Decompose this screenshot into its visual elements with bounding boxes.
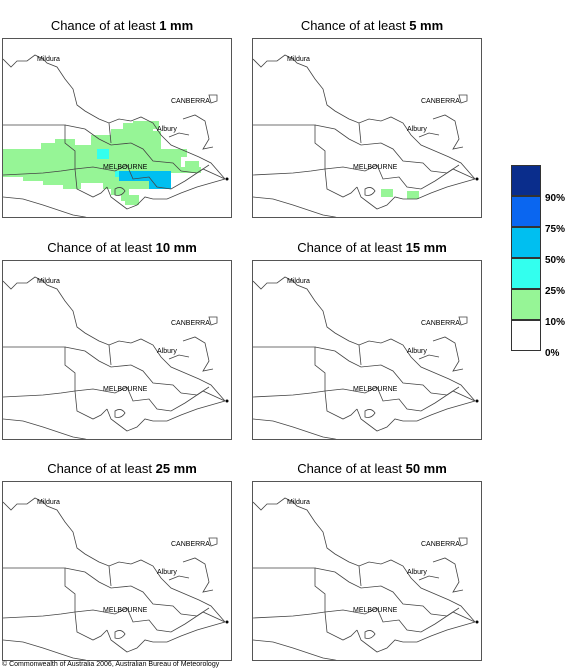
- panel-title: Chance of at least 50 mm: [297, 461, 447, 476]
- label-melbourne: MELBOURNE: [353, 607, 398, 614]
- probability-overlay: [3, 121, 201, 205]
- panel-title: Chance of at least 5 mm: [300, 18, 444, 33]
- label-albury: Albury: [407, 348, 427, 355]
- legend-swatch-90: [511, 165, 541, 196]
- boundaries: [3, 54, 226, 217]
- map: Mildura CANBERRA Albury MELBOURNE: [3, 497, 229, 660]
- boundaries: [3, 276, 226, 439]
- map-frame: Mildura CANBERRA Albury MELBOURNE: [2, 481, 232, 661]
- label-canberra: CANBERRA: [421, 320, 460, 327]
- boundaries: [253, 276, 476, 439]
- map-frame: Mildura CANBERRA Albury MELBOURNE: [252, 38, 482, 218]
- point-marker: [225, 620, 229, 624]
- panel-title: Chance of at least 10 mm: [47, 240, 197, 255]
- map: Mildura CANBERRA Albury MELBOURNE: [3, 276, 229, 439]
- point-marker: [225, 177, 229, 181]
- map: Mildura CANBERRA Albury MELBOURNE: [253, 276, 479, 439]
- label-melbourne: MELBOURNE: [353, 386, 398, 393]
- map-frame: Mildura CANBERRA Albury MELBOURNE: [2, 38, 232, 218]
- label-melbourne: MELBOURNE: [353, 164, 398, 171]
- boundaries: [253, 54, 476, 217]
- label-melbourne: MELBOURNE: [103, 164, 148, 171]
- label-canberra: CANBERRA: [421, 541, 460, 548]
- map-frame: Mildura CANBERRA Albury MELBOURNE: [252, 481, 482, 661]
- legend-label-25: 25%: [545, 286, 566, 297]
- legend-swatch-10: [511, 289, 541, 320]
- legend-swatch-50: [511, 227, 541, 258]
- map: Mildura CANBERRA Albury MELBOURNE: [3, 54, 229, 217]
- label-mildura: Mildura: [37, 499, 60, 506]
- map-frame: Mildura CANBERRA Albury MELBOURNE: [2, 260, 232, 440]
- legend-label-50: 50%: [545, 255, 566, 266]
- point-marker: [475, 177, 479, 181]
- panel-title: Chance of at least 25 mm: [47, 461, 197, 476]
- point-marker: [225, 399, 229, 403]
- legend-label-10: 10%: [545, 317, 566, 328]
- label-canberra: CANBERRA: [421, 98, 460, 105]
- label-albury: Albury: [157, 348, 177, 355]
- label-melbourne: MELBOURNE: [103, 386, 148, 393]
- panel-title: Chance of at least 15 mm: [297, 240, 447, 255]
- legend-swatch-75: [511, 196, 541, 227]
- label-albury: Albury: [157, 126, 177, 133]
- legend-swatch-0: [511, 320, 541, 351]
- legend-swatch-25: [511, 258, 541, 289]
- map: Mildura CANBERRA Albury MELBOURNE: [253, 497, 479, 660]
- point-marker: [475, 399, 479, 403]
- legend-label-0: 0%: [545, 348, 560, 359]
- panel-title: Chance of at least 1 mm: [50, 18, 194, 33]
- label-canberra: CANBERRA: [171, 541, 210, 548]
- label-mildura: Mildura: [37, 56, 60, 63]
- copyright-footer: © Commonwealth of Australia 2006, Austra…: [2, 661, 220, 668]
- label-albury: Albury: [407, 569, 427, 576]
- point-marker: [475, 620, 479, 624]
- label-mildura: Mildura: [37, 278, 60, 285]
- legend: 90% 75% 50% 25% 10% 0%: [511, 165, 570, 359]
- label-melbourne: MELBOURNE: [103, 607, 148, 614]
- label-mildura: Mildura: [287, 56, 310, 63]
- map-frame: Mildura CANBERRA Albury MELBOURNE: [252, 260, 482, 440]
- probability-overlay: [381, 189, 419, 199]
- label-albury: Albury: [157, 569, 177, 576]
- boundaries: [253, 497, 476, 660]
- legend-label-90: 90%: [545, 193, 566, 204]
- label-mildura: Mildura: [287, 278, 310, 285]
- label-canberra: CANBERRA: [171, 320, 210, 327]
- label-mildura: Mildura: [287, 499, 310, 506]
- map: Mildura CANBERRA Albury MELBOURNE: [253, 54, 479, 217]
- label-albury: Albury: [407, 126, 427, 133]
- boundaries: [3, 497, 226, 660]
- label-canberra: CANBERRA: [171, 98, 210, 105]
- legend-label-75: 75%: [545, 224, 566, 235]
